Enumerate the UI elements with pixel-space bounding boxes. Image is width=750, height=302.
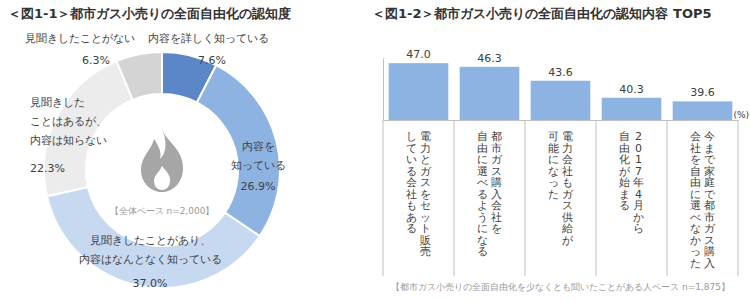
- slice: [117, 52, 162, 100]
- y-axis-line: [383, 59, 384, 121]
- flame-outer: [141, 130, 183, 192]
- category-label: 今まで家庭で都市ガス購入会社を自由に選べなかった: [690, 130, 716, 270]
- y-axis-title: (%): [733, 110, 749, 120]
- label-char: た: [548, 188, 559, 201]
- label-char: が: [562, 234, 574, 247]
- label-char: た: [690, 257, 701, 270]
- bars: [389, 63, 733, 120]
- text-line: 見聞きした: [30, 96, 85, 109]
- slice: [47, 187, 260, 288]
- slice-category-label: 内容を知っている: [231, 140, 286, 172]
- label-char: ら: [633, 222, 644, 235]
- slice: [44, 61, 133, 196]
- flame-icon: [141, 130, 183, 192]
- slice-category-label: 見聞きしたことがあり、内容はなんとなく知っている: [79, 234, 222, 266]
- category-label: 電力とガスをセット販売している会社もある: [406, 130, 432, 258]
- x-axis-line: [384, 120, 739, 121]
- chart-title: ＜図1-2＞都市ガス小売りの全面自由化の認知内容 TOP5: [372, 6, 712, 21]
- slice-category-label: 内容を詳しく知っている: [148, 32, 269, 45]
- category-separator: [738, 120, 739, 276]
- text-line: 見聞きしたことがない: [25, 32, 135, 45]
- category-label: 電力会社もガス供給が可能になった: [548, 130, 574, 247]
- category-label: 都市ガス購入会社を自由に選べるようになる: [477, 130, 503, 258]
- category-label: 2017年4月から自由化が始まる: [619, 130, 644, 235]
- label-char: る: [406, 222, 417, 235]
- label-char: 売: [420, 245, 431, 258]
- data-label: 6.3%: [82, 54, 110, 67]
- text-line: 見聞きしたことがあり、: [90, 234, 211, 247]
- x-axis: [384, 120, 739, 121]
- bar: [602, 98, 662, 120]
- text-line: ことはあるが、: [30, 115, 107, 128]
- data-label: 39.6: [690, 86, 715, 99]
- text-line: 内容を詳しく知っている: [148, 32, 269, 45]
- data-label: 22.3%: [30, 162, 65, 175]
- y-axis: [383, 59, 384, 121]
- bar: [673, 101, 733, 120]
- data-label: 26.9%: [241, 180, 276, 193]
- data-label: 7.6%: [198, 54, 226, 67]
- label-char: 入: [704, 257, 715, 270]
- bar: [389, 63, 449, 120]
- bar: [531, 81, 591, 120]
- text-line: 内容を: [242, 140, 275, 153]
- chart-canvas: ＜図1-1＞都市ガス小売りの全面自由化の認知度【全体ベース n=2,000】内容…: [0, 0, 750, 302]
- label-char: る: [619, 199, 630, 212]
- label-char: る: [477, 245, 488, 258]
- label-char: を: [491, 222, 502, 235]
- flame-inner: [154, 166, 170, 190]
- text-line: 内容は知らない: [30, 134, 107, 147]
- category-separator: [596, 120, 597, 276]
- text-line: 内容はなんとなく知っている: [79, 253, 222, 266]
- category-separator: [525, 120, 526, 276]
- data-label: 43.6: [548, 66, 573, 79]
- category-separator: [383, 120, 384, 276]
- data-label: 47.0: [406, 48, 431, 61]
- data-label: 46.3: [477, 52, 502, 65]
- data-label: 37.0%: [133, 277, 168, 290]
- category-separator: [667, 120, 668, 276]
- annotation: 【都市ガス小売りの全面自由化を少なくとも聞いたことがある人ベース n=1,875…: [391, 282, 730, 292]
- slice-category-label: 見聞きしたことがない: [25, 32, 135, 45]
- category-separator: [454, 120, 455, 276]
- data-label: 40.3: [619, 83, 644, 96]
- text-line: 知っている: [231, 159, 286, 172]
- bar: [460, 67, 520, 120]
- annotation: 【全体ベース n=2,000】: [110, 206, 215, 216]
- slice-category-label: 見聞きしたことはあるが、内容は知らない: [30, 96, 107, 147]
- chart-title: ＜図1-1＞都市ガス小売りの全面自由化の認知度: [8, 6, 292, 21]
